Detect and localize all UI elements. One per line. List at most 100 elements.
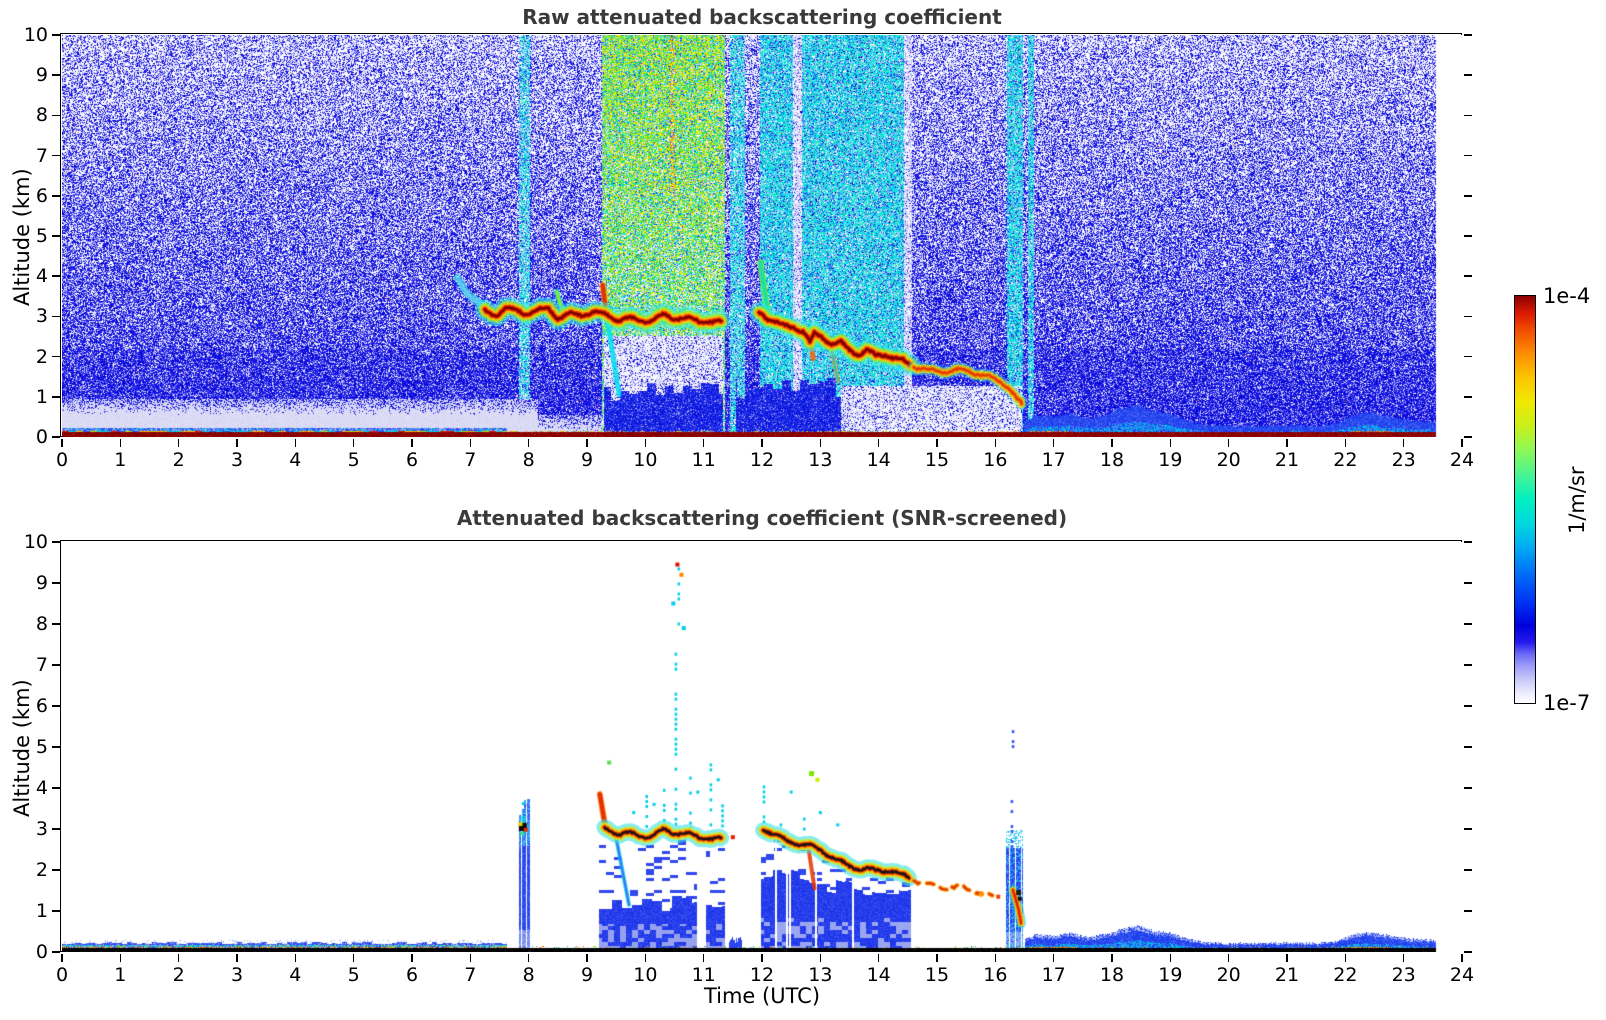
x-axis-tick bbox=[1169, 953, 1172, 962]
x-axis-tick-label: 8 bbox=[522, 964, 535, 986]
y-axis-tick-label: 7 bbox=[35, 654, 48, 676]
x-axis-tick bbox=[1286, 953, 1288, 962]
y-axis-tick bbox=[52, 910, 61, 912]
x-axis-tick bbox=[994, 438, 997, 447]
y-axis-tick bbox=[52, 541, 61, 543]
x-axis-tick-label: 1 bbox=[114, 964, 127, 986]
y-axis-tick-label: 10 bbox=[23, 24, 48, 46]
x-axis-tick bbox=[1052, 953, 1055, 962]
x-axis-tick-label: 2 bbox=[172, 964, 185, 986]
x-axis-tick-label: 3 bbox=[230, 449, 244, 471]
x-axis-tick bbox=[119, 953, 122, 962]
x-axis-tick-label: 2 bbox=[172, 449, 185, 471]
x-axis-tick-label: 24 bbox=[1449, 449, 1475, 471]
y-axis-tick bbox=[52, 195, 61, 197]
x-axis-tick-label: 7 bbox=[464, 449, 477, 471]
x-axis-tick bbox=[644, 953, 647, 962]
y-axis-tick bbox=[52, 623, 61, 625]
x-axis-tick-label: 18 bbox=[1099, 449, 1125, 471]
x-axis-tick bbox=[936, 953, 938, 962]
y-axis-tick bbox=[52, 436, 61, 438]
x-axis-tick-label: 23 bbox=[1391, 449, 1416, 471]
x-axis-tick bbox=[936, 438, 938, 447]
x-axis-tick bbox=[586, 438, 588, 447]
y-axis-tick-label: 4 bbox=[35, 777, 48, 799]
x-axis-tick bbox=[994, 953, 997, 962]
x-axis-tick-label: 0 bbox=[55, 449, 69, 471]
x-axis-tick bbox=[877, 438, 880, 447]
y-axis-tick-label: 2 bbox=[35, 859, 48, 881]
x-axis-tick bbox=[586, 953, 588, 962]
x-axis-tick-label: 14 bbox=[866, 449, 891, 471]
y-axis-tick-label: 0 bbox=[35, 941, 48, 963]
x-axis-tick bbox=[1227, 953, 1230, 962]
y-axis-tick-label: 3 bbox=[35, 305, 48, 328]
y-axis-tick-label: 2 bbox=[35, 345, 48, 368]
x-axis-tick-label: 5 bbox=[347, 449, 360, 471]
x-axis-tick bbox=[177, 438, 180, 447]
colorbar-unit-label: 1/m/sr bbox=[1565, 465, 1589, 534]
x-axis-tick bbox=[1286, 438, 1288, 447]
x-axis-tick-label: 24 bbox=[1449, 964, 1475, 986]
x-axis-tick bbox=[352, 953, 355, 962]
x-axis-tick bbox=[527, 438, 530, 447]
colorbar-frame bbox=[1513, 294, 1536, 704]
y-axis-tick bbox=[52, 787, 61, 789]
y-axis-tick bbox=[52, 235, 61, 237]
y-axis-tick-label: 1 bbox=[35, 900, 48, 922]
colorbar-max-label: 1e-4 bbox=[1543, 284, 1591, 308]
y-axis-tick-right bbox=[1463, 114, 1472, 117]
y-axis-tick bbox=[52, 315, 61, 318]
x-axis-tick-label: 14 bbox=[866, 964, 891, 986]
x-axis-tick-label: 23 bbox=[1391, 964, 1416, 986]
x-axis-tick-label: 12 bbox=[749, 449, 775, 471]
x-axis-tick-label: 22 bbox=[1333, 449, 1358, 471]
x-axis-tick-label: 4 bbox=[289, 964, 302, 986]
x-axis-tick bbox=[1344, 438, 1347, 447]
x-axis-tick bbox=[1052, 438, 1055, 447]
y-axis-tick-label: 6 bbox=[35, 695, 48, 717]
x-axis-tick bbox=[819, 438, 822, 447]
y-axis-tick bbox=[52, 34, 61, 36]
x-axis-tick bbox=[236, 953, 238, 962]
y-axis-tick bbox=[52, 355, 61, 358]
x-axis-tick bbox=[177, 953, 180, 962]
x-axis-tick bbox=[761, 953, 763, 962]
y-axis-tick-right bbox=[1463, 869, 1472, 871]
x-axis-tick bbox=[1169, 438, 1172, 447]
y-axis-tick bbox=[52, 582, 61, 584]
bottom-y-axis-label: Altitude (km) bbox=[10, 679, 34, 817]
x-axis-tick-label: 5 bbox=[347, 964, 360, 986]
x-axis-tick bbox=[1111, 953, 1113, 962]
x-axis-tick bbox=[702, 953, 705, 962]
y-axis-tick bbox=[52, 705, 61, 707]
top-panel-title: Raw attenuated backscattering coefficien… bbox=[522, 5, 1002, 29]
x-axis-tick bbox=[236, 438, 238, 447]
x-axis-tick-label: 1 bbox=[114, 449, 127, 471]
x-axis-tick-label: 15 bbox=[924, 449, 950, 471]
y-axis-tick-label: 4 bbox=[35, 265, 48, 288]
x-axis-tick bbox=[1461, 438, 1463, 447]
x-axis-tick-label: 13 bbox=[808, 964, 833, 986]
top-panel-heatmap bbox=[62, 35, 1462, 437]
x-axis-tick bbox=[411, 438, 413, 447]
y-axis-tick bbox=[52, 114, 61, 117]
y-axis-tick-right bbox=[1463, 154, 1472, 157]
x-axis-tick bbox=[352, 438, 355, 447]
x-axis-tick-label: 7 bbox=[464, 964, 477, 986]
x-axis-tick bbox=[61, 953, 63, 962]
x-axis-tick-label: 6 bbox=[405, 964, 419, 986]
y-axis-tick bbox=[52, 869, 61, 871]
x-axis-tick-label: 3 bbox=[230, 964, 244, 986]
y-axis-tick-label: 10 bbox=[23, 531, 48, 553]
x-axis-tick-label: 8 bbox=[522, 449, 535, 471]
y-axis-tick-right bbox=[1463, 541, 1472, 543]
y-axis-tick-label: 0 bbox=[35, 426, 48, 448]
x-axis-tick-label: 0 bbox=[55, 964, 69, 986]
x-axis-tick bbox=[294, 953, 297, 962]
x-axis-tick-label: 11 bbox=[691, 964, 716, 986]
x-axis-label: Time (UTC) bbox=[703, 984, 821, 1008]
x-axis-tick-label: 16 bbox=[983, 449, 1008, 471]
x-axis-tick-label: 21 bbox=[1274, 449, 1300, 471]
